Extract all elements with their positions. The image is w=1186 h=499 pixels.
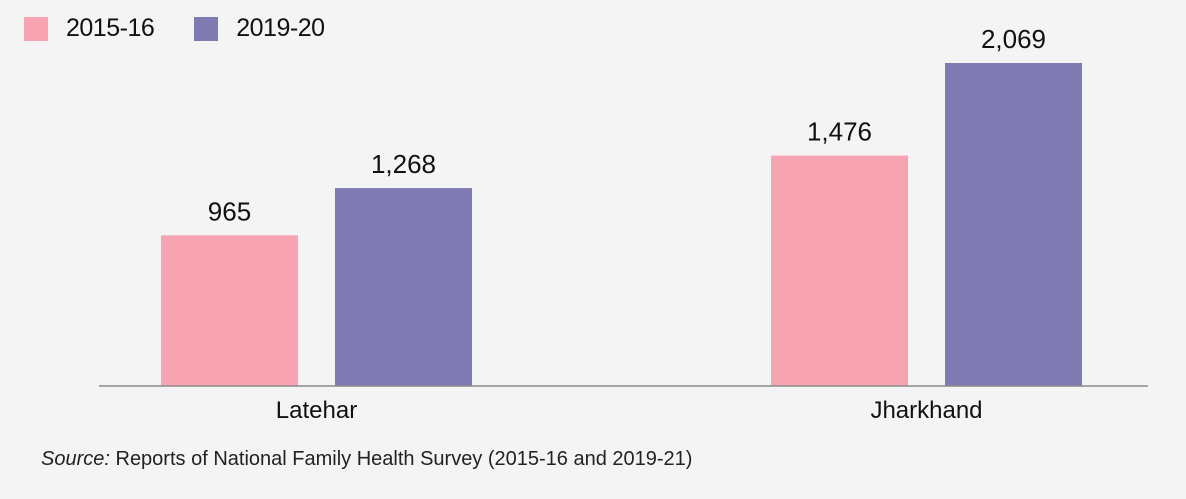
legend-swatch-2019-20 xyxy=(194,16,219,41)
legend-item-2015-16: 2015-16 xyxy=(24,14,155,43)
bar-latehar-2015-16 xyxy=(161,235,298,386)
data-label-latehar-2019-20: 1,268 xyxy=(371,149,436,179)
x-tick-label-latehar: Latehar xyxy=(276,397,357,424)
data-label-jharkhand-2019-20: 2,069 xyxy=(981,24,1046,54)
bar-jharkhand-2015-16 xyxy=(771,155,908,386)
legend: 2015-16 2019-20 xyxy=(24,14,365,43)
legend-label-2015-16: 2015-16 xyxy=(66,14,155,42)
bar-jharkhand-2019-20 xyxy=(945,63,1082,386)
source-text: Reports of National Family Health Survey… xyxy=(109,448,693,470)
bar-latehar-2019-20 xyxy=(335,188,472,386)
data-label-latehar-2015-16: 965 xyxy=(208,196,251,226)
x-tick-label-jharkhand: Jharkhand xyxy=(870,397,982,424)
legend-label-2019-20: 2019-20 xyxy=(236,14,325,42)
legend-item-2019-20: 2019-20 xyxy=(194,14,325,43)
data-label-jharkhand-2015-16: 1,476 xyxy=(807,117,872,147)
legend-swatch-2015-16 xyxy=(24,16,48,41)
source-label: Source: xyxy=(41,448,110,470)
source-note: Source: Reports of National Family Healt… xyxy=(41,448,692,471)
